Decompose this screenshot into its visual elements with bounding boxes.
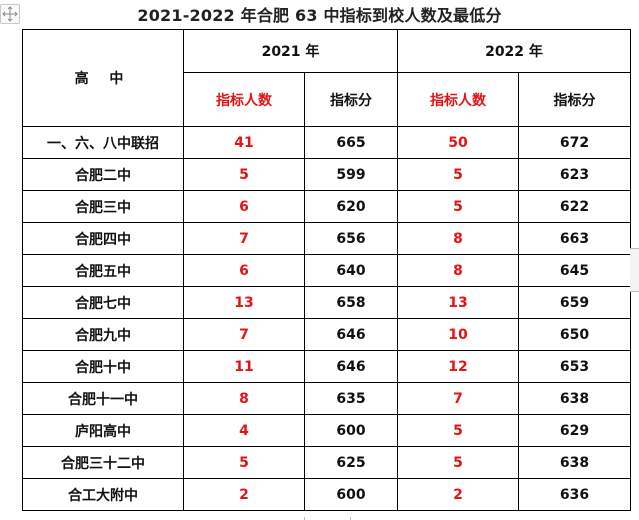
score-2022: 650 [518, 318, 631, 351]
table-row: 合肥十中 11 646 12 653 [22, 350, 631, 383]
quota-2022: 12 [397, 350, 519, 383]
score-2022-header: 指标分 [518, 72, 631, 127]
table-row: 合肥五中 6 640 8 645 [22, 254, 631, 287]
score-2021: 665 [304, 126, 398, 159]
quota-2022: 13 [397, 286, 519, 319]
school-column-header: 高 中 [22, 29, 184, 127]
quota-2021: 7 [183, 318, 305, 351]
score-2022: 672 [518, 126, 631, 159]
quota-2021: 13 [183, 286, 305, 319]
score-2021: 658 [304, 286, 398, 319]
school-name: 合肥十中 [22, 350, 184, 383]
quota-2021: 4 [183, 414, 305, 447]
quota-2022: 10 [397, 318, 519, 351]
quota-2022: 5 [397, 446, 519, 479]
quota-2022: 8 [397, 254, 519, 287]
score-2022: 663 [518, 222, 631, 255]
score-2022: 629 [518, 414, 631, 447]
table-row: 合肥十一中 8 635 7 638 [22, 382, 631, 415]
score-2022: 638 [518, 382, 631, 415]
quota-2021: 8 [183, 382, 305, 415]
score-2022: 623 [518, 158, 631, 191]
score-2021: 640 [304, 254, 398, 287]
quota-2022: 2 [397, 478, 519, 511]
quota-2022: 5 [397, 190, 519, 223]
table-resize-side-handle[interactable] [630, 248, 639, 292]
quota-2022: 7 [397, 382, 519, 415]
score-2021: 599 [304, 158, 398, 191]
table-resize-bottom-handle[interactable] [304, 517, 351, 520]
score-2021: 620 [304, 190, 398, 223]
table-row: 一、六、八中联招 41 665 50 672 [22, 126, 631, 159]
year-2021-header: 2021 年 [183, 29, 398, 73]
quota-2022: 8 [397, 222, 519, 255]
school-name: 一、六、八中联招 [22, 126, 184, 159]
table-row: 合肥四中 7 656 8 663 [22, 222, 631, 255]
table-row: 合肥三十二中 5 625 5 638 [22, 446, 631, 479]
year-2022-header: 2022 年 [397, 29, 631, 73]
school-name: 合肥三十二中 [22, 446, 184, 479]
quota-2022: 50 [397, 126, 519, 159]
score-2021: 600 [304, 414, 398, 447]
score-2022: 638 [518, 446, 631, 479]
table-row: 合工大附中 2 600 2 636 [22, 478, 631, 511]
quota-2021: 41 [183, 126, 305, 159]
quota-2021: 6 [183, 190, 305, 223]
header-row-years: 高 中 2021 年 2022 年 [22, 29, 631, 127]
quota-2021: 6 [183, 254, 305, 287]
score-2022: 659 [518, 286, 631, 319]
score-2021: 625 [304, 446, 398, 479]
quota-score-table: 高 中 2021 年 2022 年 指标人数 指标分 指标人数 指标分 一、六、… [22, 29, 631, 511]
score-2022: 636 [518, 478, 631, 511]
school-name: 合肥九中 [22, 318, 184, 351]
move-icon [2, 6, 18, 22]
quota-2021: 7 [183, 222, 305, 255]
school-name: 合肥五中 [22, 254, 184, 287]
school-name: 合工大附中 [22, 478, 184, 511]
quota-2021: 11 [183, 350, 305, 383]
table-row: 合肥三中 6 620 5 622 [22, 190, 631, 223]
school-name: 庐阳高中 [22, 414, 184, 447]
quota-2021: 5 [183, 158, 305, 191]
score-2021: 656 [304, 222, 398, 255]
score-2021: 635 [304, 382, 398, 415]
school-name: 合肥七中 [22, 286, 184, 319]
header-row-metrics: 指标人数 指标分 指标人数 指标分 [23, 72, 631, 127]
score-2021: 646 [304, 350, 398, 383]
quota-2021: 5 [183, 446, 305, 479]
quota-2022: 5 [397, 414, 519, 447]
table-row: 合肥七中 13 658 13 659 [22, 286, 631, 319]
score-2021-header: 指标分 [304, 72, 398, 127]
score-2022: 653 [518, 350, 631, 383]
school-name: 合肥四中 [22, 222, 184, 255]
school-name: 合肥十一中 [22, 382, 184, 415]
quota-2021: 2 [183, 478, 305, 511]
table-row: 合肥二中 5 599 5 623 [22, 158, 631, 191]
table-move-handle[interactable] [0, 4, 20, 24]
score-2021: 600 [304, 478, 398, 511]
school-name: 合肥三中 [22, 190, 184, 223]
score-2022: 645 [518, 254, 631, 287]
quota-2022-header: 指标人数 [397, 72, 519, 127]
table-row: 庐阳高中 4 600 5 629 [22, 414, 631, 447]
table-row: 合肥九中 7 646 10 650 [22, 318, 631, 351]
score-2021: 646 [304, 318, 398, 351]
school-name: 合肥二中 [22, 158, 184, 191]
document-title: 2021-2022 年合肥 63 中指标到校人数及最低分 [137, 6, 502, 25]
quota-2022: 5 [397, 158, 519, 191]
quota-2021-header: 指标人数 [183, 72, 305, 127]
score-2022: 622 [518, 190, 631, 223]
